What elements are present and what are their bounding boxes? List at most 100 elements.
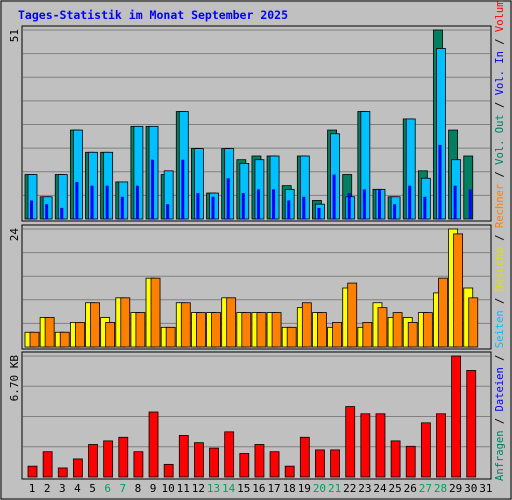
bar <box>393 204 397 219</box>
series-rechner <box>29 233 479 348</box>
x-tick-label: 10 <box>162 482 175 495</box>
bar <box>362 189 366 219</box>
bar <box>105 185 109 219</box>
x-tick-label: 25 <box>388 482 401 495</box>
bar <box>135 312 146 348</box>
bar <box>254 444 265 478</box>
bar <box>133 451 144 478</box>
x-tick-label: 31 <box>479 482 492 495</box>
bar <box>45 204 49 219</box>
chart-title: Tages-Statistik im Monat September 2025 <box>18 8 288 22</box>
bar <box>377 189 381 219</box>
x-tick-label: 17 <box>267 482 280 495</box>
bar <box>181 159 185 219</box>
bar <box>178 435 189 478</box>
bar <box>436 413 446 478</box>
bar <box>315 449 325 478</box>
bar <box>362 322 373 348</box>
bar <box>392 312 403 348</box>
bar <box>60 207 64 219</box>
legend-entry: / <box>494 291 506 310</box>
y-max-label: 51 <box>8 29 21 42</box>
x-tick-label: 9 <box>150 482 157 495</box>
bar <box>74 322 85 348</box>
bar <box>377 307 388 348</box>
bar <box>196 312 206 348</box>
bar <box>226 297 237 348</box>
bar <box>90 185 94 219</box>
bar <box>30 200 33 219</box>
legend-entry: / <box>494 165 506 184</box>
y-max-label: 24 <box>8 228 21 242</box>
bar <box>241 312 252 348</box>
bar <box>27 465 38 478</box>
legend-entry: / <box>494 95 506 114</box>
bar <box>272 189 276 219</box>
bar <box>196 193 200 219</box>
x-tick-label: 1 <box>29 482 36 495</box>
bar <box>269 451 280 478</box>
bar <box>317 312 327 348</box>
bar <box>42 451 53 478</box>
bar <box>453 233 464 348</box>
bar <box>29 331 40 348</box>
bar <box>90 302 100 348</box>
bar <box>211 312 221 348</box>
legend-entry: / <box>494 411 506 430</box>
bar <box>88 444 98 478</box>
x-tick-label: 13 <box>207 482 220 495</box>
series-volumen <box>27 355 477 478</box>
bar <box>72 458 83 478</box>
bar <box>347 282 358 348</box>
bar <box>44 317 55 348</box>
bar <box>468 189 472 219</box>
bar <box>360 413 371 478</box>
legend-entry: / <box>494 32 506 51</box>
x-tick-label: 4 <box>74 482 81 495</box>
bar <box>211 196 215 219</box>
bar <box>75 181 79 219</box>
bar <box>466 370 477 478</box>
x-tick-label: 5 <box>89 482 96 495</box>
bar <box>438 144 442 219</box>
x-tick-label: 12 <box>192 482 205 495</box>
bar <box>299 436 310 478</box>
x-tick-label: 30 <box>464 482 477 495</box>
bar <box>390 440 401 478</box>
x-tick-label: 2 <box>44 482 51 495</box>
bar <box>165 326 176 348</box>
bar <box>150 277 161 348</box>
bar <box>332 174 336 219</box>
x-axis-day-labels: 1 2 3 4 5 6 7 8 9 10 11 12 13 14 15 16 17 18 19 20 21 22 23 24 2… <box>29 482 493 495</box>
bar <box>422 312 433 348</box>
x-tick-label: 15 <box>237 482 250 495</box>
bar <box>287 200 291 219</box>
x-tick-label: 28 <box>434 482 447 495</box>
chart-panels: 51 24 6.70 KB <box>8 25 492 480</box>
x-tick-label: 18 <box>283 482 296 495</box>
bar <box>151 159 155 219</box>
bar <box>317 207 321 219</box>
bar <box>226 178 230 219</box>
x-tick-label: 26 <box>404 482 417 495</box>
vertical-legend: Anfragen / Dateien / Seiten / Besuche / … <box>494 0 506 481</box>
bar <box>463 155 474 220</box>
legend-entry: Rechner <box>494 184 506 228</box>
bar <box>271 312 282 348</box>
bar <box>330 449 340 478</box>
bar <box>163 463 174 478</box>
bar <box>405 445 416 478</box>
bar <box>423 196 427 219</box>
bar <box>194 442 204 478</box>
bar <box>375 413 386 478</box>
x-tick-label: 19 <box>298 482 311 495</box>
legend-entry: Vol. In <box>494 51 506 95</box>
bar <box>59 331 70 348</box>
x-tick-label: 7 <box>119 482 126 495</box>
legend-entry: Seiten <box>494 310 506 348</box>
panel-visits-sites: 24 <box>8 224 492 350</box>
x-tick-label: 6 <box>104 482 111 495</box>
bar <box>135 185 139 219</box>
bar <box>241 193 245 219</box>
x-tick-label: 23 <box>358 482 371 495</box>
